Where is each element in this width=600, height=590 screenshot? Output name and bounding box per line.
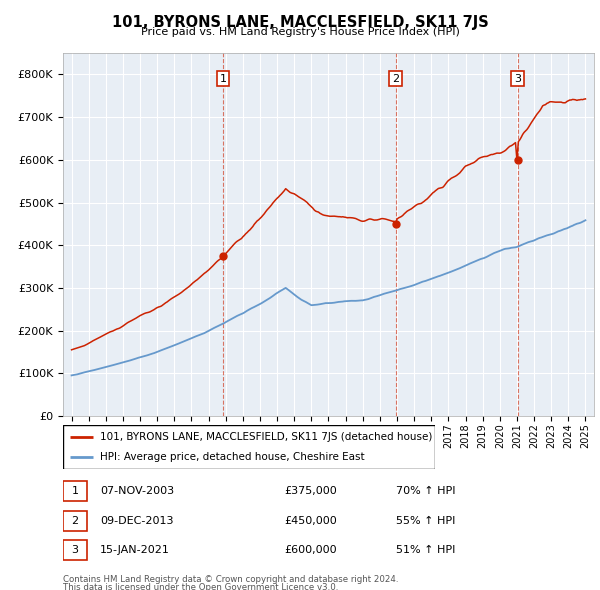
Text: 2: 2 [392,74,400,84]
Text: 3: 3 [71,545,79,555]
Bar [63,540,87,560]
Text: 15-JAN-2021: 15-JAN-2021 [100,545,170,555]
Text: 09-DEC-2013: 09-DEC-2013 [100,516,173,526]
Text: 07-NOV-2003: 07-NOV-2003 [100,486,174,496]
Text: £600,000: £600,000 [285,545,337,555]
Text: 55% ↑ HPI: 55% ↑ HPI [395,516,455,526]
Text: 70% ↑ HPI: 70% ↑ HPI [395,486,455,496]
Text: HPI: Average price, detached house, Cheshire East: HPI: Average price, detached house, Ches… [100,452,365,461]
Text: Contains HM Land Registry data © Crown copyright and database right 2024.: Contains HM Land Registry data © Crown c… [63,575,398,584]
Text: 1: 1 [71,486,79,496]
Text: Price paid vs. HM Land Registry's House Price Index (HPI): Price paid vs. HM Land Registry's House … [140,27,460,37]
Text: £450,000: £450,000 [285,516,338,526]
Bar [63,510,87,531]
Text: 3: 3 [514,74,521,84]
Bar [63,481,87,501]
Text: 101, BYRONS LANE, MACCLESFIELD, SK11 7JS: 101, BYRONS LANE, MACCLESFIELD, SK11 7JS [112,15,488,30]
Text: £375,000: £375,000 [285,486,338,496]
Text: 51% ↑ HPI: 51% ↑ HPI [395,545,455,555]
Text: 1: 1 [220,74,227,84]
Text: This data is licensed under the Open Government Licence v3.0.: This data is licensed under the Open Gov… [63,583,338,590]
Text: 101, BYRONS LANE, MACCLESFIELD, SK11 7JS (detached house): 101, BYRONS LANE, MACCLESFIELD, SK11 7JS… [100,432,433,442]
Text: 2: 2 [71,516,79,526]
